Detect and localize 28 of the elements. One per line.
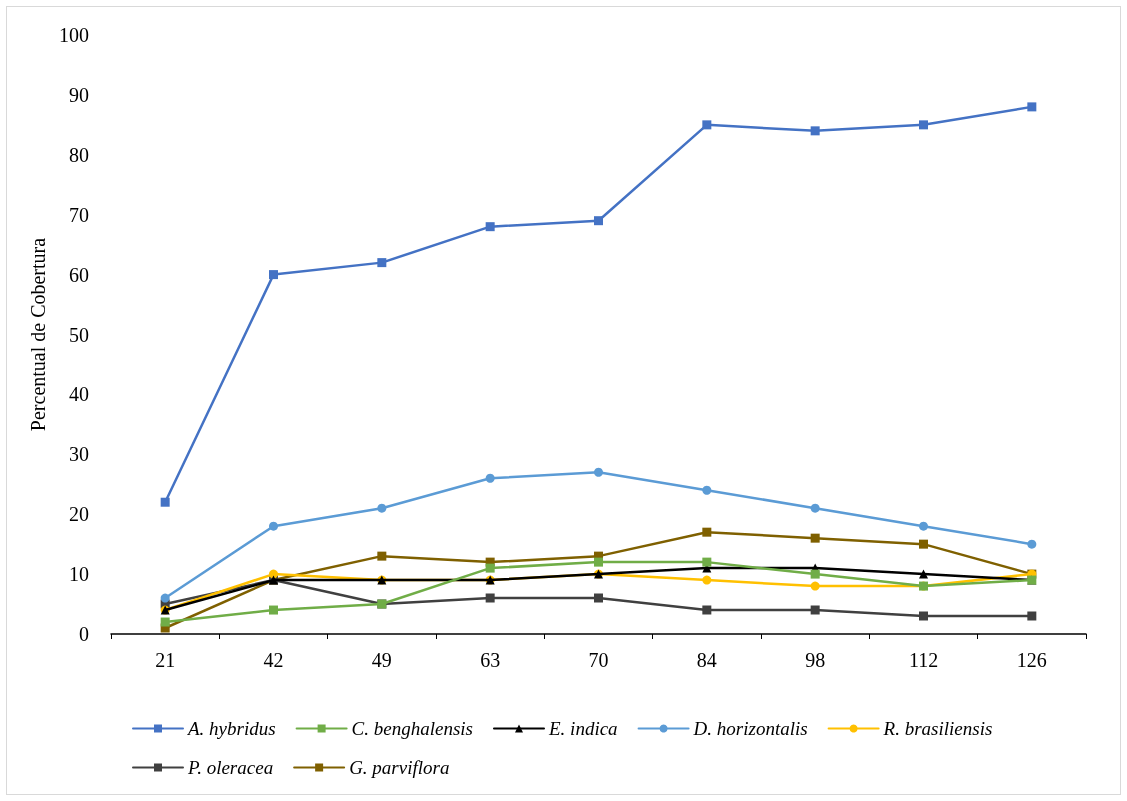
x-tick-label: 21 — [155, 649, 176, 671]
x-tick-label: 49 — [371, 649, 392, 671]
legend-label: D. horizontalis — [692, 718, 808, 739]
legend-label: C. benghalensis — [351, 718, 473, 739]
legend-label: R. brasiliensis — [882, 718, 993, 739]
legend-label: A. hybridus — [186, 718, 276, 739]
legend-label: P. oleracea — [187, 757, 274, 778]
y-tick-label: 20 — [69, 503, 89, 526]
y-tick-label: 100 — [59, 24, 89, 46]
x-tick-label: 42 — [263, 649, 284, 671]
y-tick-label: 0 — [79, 623, 89, 645]
y-tick-label: 70 — [69, 203, 89, 226]
y-tick-label: 90 — [69, 83, 89, 106]
y-tick-label: 80 — [69, 143, 89, 166]
y-tick-label: 10 — [69, 563, 89, 586]
x-tick-label: 126 — [1016, 649, 1047, 671]
x-tick-label: 112 — [908, 649, 939, 671]
y-tick-label: 50 — [69, 323, 89, 346]
x-tick-label: 63 — [480, 649, 501, 671]
y-tick-label: 30 — [69, 443, 89, 466]
x-tick-label: 84 — [696, 649, 717, 671]
x-tick-label: 98 — [805, 649, 826, 671]
y-tick-label: 40 — [69, 383, 89, 406]
x-tick-label: 70 — [588, 649, 609, 671]
legend-label: E. indica — [547, 718, 618, 739]
y-axis-title: Percentual de Cobertura — [27, 237, 50, 432]
legend-label: G. parviflora — [349, 757, 450, 778]
y-tick-label: 60 — [69, 263, 89, 286]
